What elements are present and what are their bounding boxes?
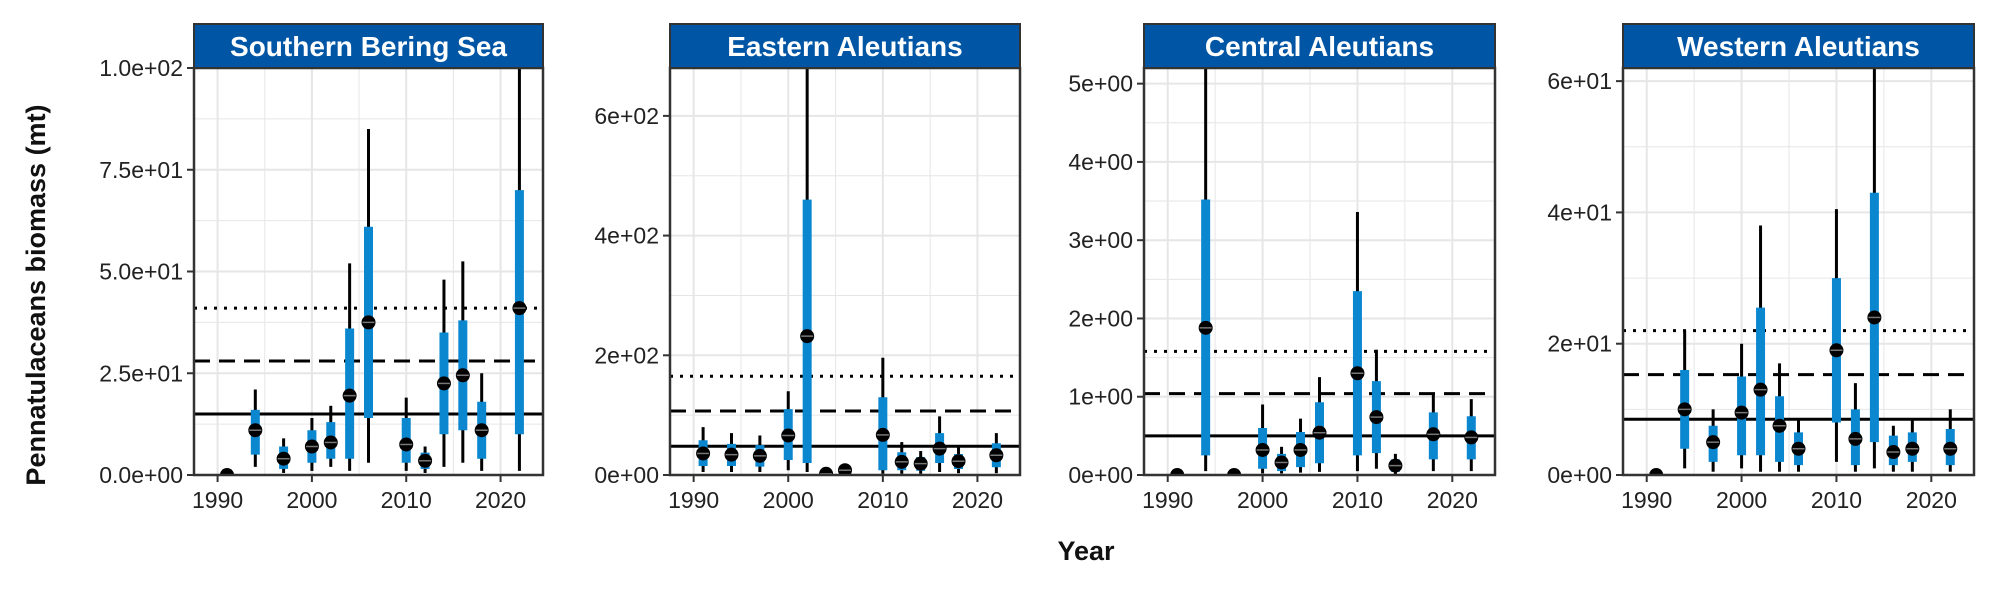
panel-eastern-aleutians: Eastern Aleutians 0e+00 2e+02 4e+02 6e+02 199… [594,23,1022,513]
y-tick-label: 1e+00 [1068,384,1133,410]
facet-strip [669,23,1021,69]
y-tick-label: 0e+00 [1068,462,1133,488]
facet-title: Western Aleutians [1677,31,1920,62]
x-tick-label: 1990 [192,487,243,513]
facet-strip [1622,23,1975,69]
plot-background [1623,68,1974,475]
y-tick-label: 2.5e+01 [99,360,183,386]
data-marks [1170,68,1479,475]
x-tick-label: 2000 [763,487,814,513]
y-tick-label: 2e+02 [594,342,659,368]
y-tick-label: 0.0e+00 [99,462,183,488]
x-tick-label: 2010 [381,487,432,513]
x-axis-title: Year [1057,536,1115,566]
facet-strip [193,23,544,69]
plot-background [670,68,1020,475]
y-tick-label: 6e+01 [1547,68,1612,94]
panel-western-aleutians: Western Aleutians 0e+00 2e+01 4e+01 6e+01 199… [1547,23,1976,513]
data-marks [696,68,1004,475]
data-point [838,463,852,475]
data-marks [1649,68,1958,475]
x-tick-label: 1990 [668,487,719,513]
y-tick-label: 3e+00 [1068,227,1133,253]
y-tick-label: 4e+02 [594,223,659,249]
y-tick-label: 5e+00 [1068,71,1133,97]
y-tick-label: 4e+00 [1068,149,1133,175]
y-tick-label: 2e+00 [1068,305,1133,331]
y-tick-label: 5.0e+01 [99,259,183,285]
x-tick-label: 2010 [1811,487,1862,513]
x-tick-label: 2020 [475,487,526,513]
panel-southern-bering-sea: Southern Bering Sea 0.0e+00 2.5e+01 5.0e+01… [99,23,545,513]
y-tick-label: 7.5e+01 [99,157,183,183]
facet-title: Eastern Aleutians [727,31,962,62]
x-tick-label: 2010 [1332,487,1383,513]
x-tick-label: 1990 [1621,487,1672,513]
data-point [819,466,834,475]
y-tick-label: 2e+01 [1547,331,1612,357]
y-tick-label: 0e+00 [594,462,659,488]
x-tick-label: 1990 [1142,487,1193,513]
data-point [1649,468,1664,475]
x-tick-label: 2010 [857,487,908,513]
facet-title: Central Aleutians [1205,31,1434,62]
x-tick-label: 2000 [1237,487,1288,513]
data-point [220,468,235,475]
data-marks [220,68,527,475]
data-point [1170,468,1185,475]
x-tick-label: 2020 [952,487,1003,513]
x-tick-label: 2020 [1906,487,1957,513]
panel-central-aleutians: Central Aleutians 0e+00 1e+00 2e+00 3e+00 4e+… [1068,23,1497,513]
y-tick-label: 0e+00 [1547,462,1612,488]
x-tick-label: 2000 [1716,487,1767,513]
facet-title: Southern Bering Sea [230,31,507,62]
x-tick-label: 2020 [1427,487,1478,513]
y-tick-label: 4e+01 [1547,199,1612,225]
x-tick-label: 2000 [286,487,337,513]
y-axis-title: Pennatulaceans biomass (mt) [21,104,51,485]
facet-strip [1143,23,1496,69]
data-point [1227,468,1242,475]
y-tick-label: 6e+02 [594,103,659,129]
y-tick-label: 1.0e+02 [99,55,183,81]
